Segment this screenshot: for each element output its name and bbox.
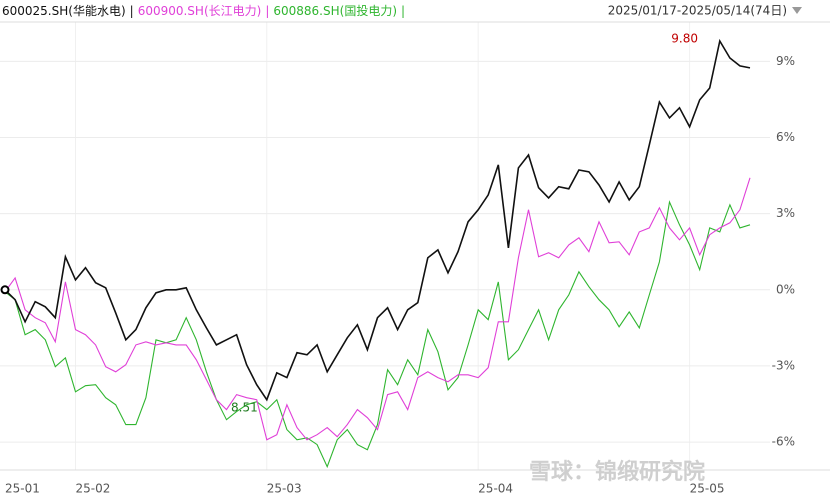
legend-separator: | — [401, 4, 405, 18]
y-tick-label: -3% — [772, 358, 795, 372]
x-tick-label: 25-04 — [478, 482, 513, 496]
series-line — [4, 177, 751, 441]
legend-entry[interactable]: 600900.SH(长江电力) — [138, 4, 262, 18]
legend-separator: | — [130, 4, 134, 18]
watermark: 雪球：锦缎研究院 — [529, 459, 705, 485]
y-tick-label: 0% — [776, 282, 795, 296]
x-tick-label: 25-03 — [267, 482, 302, 496]
legend-entry[interactable]: 600886.SH(国投电力) — [273, 3, 397, 18]
max-annotation: 9.80 — [671, 32, 698, 46]
legend-separator: | — [265, 4, 269, 18]
y-tick-label: 3% — [776, 206, 795, 220]
min-annotation: 8.51 — [231, 401, 258, 415]
y-tick-label: 9% — [776, 54, 795, 68]
x-tick-label: 25-01 — [5, 482, 40, 496]
dropdown-arrow[interactable] — [792, 7, 802, 14]
x-tick-label: 25-02 — [75, 482, 110, 496]
y-tick-label: 6% — [776, 130, 795, 144]
series-group — [0, 38, 751, 469]
x-tick-label: 25-05 — [690, 482, 725, 496]
series-line — [4, 200, 751, 469]
start-marker — [0, 285, 10, 295]
y-tick-label: -6% — [772, 435, 795, 449]
legend-entry[interactable]: 600025.SH(华能水电) — [2, 4, 126, 18]
legend: 600025.SH(华能水电) | 600900.SH(长江电力) | 600886.S… — [2, 3, 405, 18]
series-line — [4, 38, 751, 402]
date-range[interactable]: 2025/01/17-2025/05/14(74日) — [608, 4, 787, 18]
